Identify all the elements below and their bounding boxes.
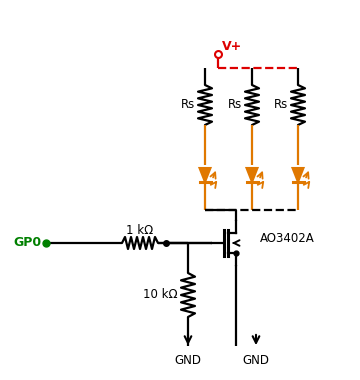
- Polygon shape: [247, 168, 257, 182]
- Text: 1 kΩ: 1 kΩ: [126, 223, 154, 236]
- Polygon shape: [199, 168, 211, 182]
- Text: V+: V+: [222, 40, 242, 52]
- Text: GP0: GP0: [14, 236, 42, 250]
- Text: Rs: Rs: [274, 98, 288, 111]
- Text: Rs: Rs: [181, 98, 195, 111]
- Text: AO3402A: AO3402A: [260, 231, 315, 244]
- Text: Rs: Rs: [228, 98, 242, 111]
- Polygon shape: [292, 168, 303, 182]
- Text: GND: GND: [243, 354, 270, 367]
- Text: 10 kΩ: 10 kΩ: [143, 288, 178, 301]
- Text: GND: GND: [175, 354, 202, 367]
